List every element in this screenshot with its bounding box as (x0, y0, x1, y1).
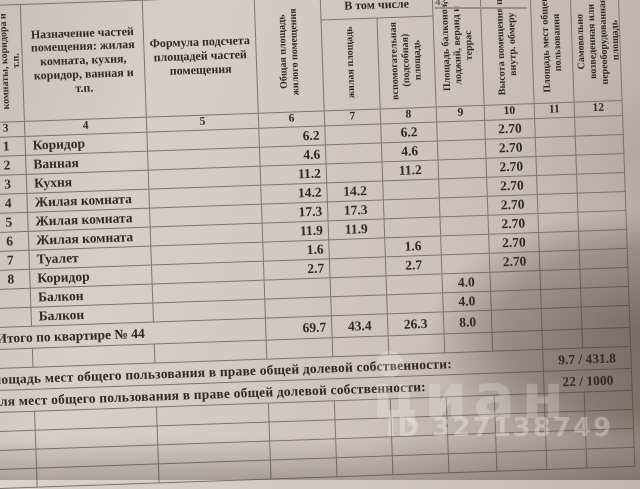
cell-balcony: 4.0 (442, 291, 492, 312)
cell-living: 17.3 (327, 199, 385, 221)
cell-number: 7 (0, 250, 30, 271)
cell-height: 2.70 (488, 232, 540, 254)
cell-number: 6 (0, 231, 29, 252)
cell-number: 2 (0, 155, 27, 176)
cropped-page-number: 43 (435, 0, 527, 9)
header-area-formula: Формула подсчета площадей частей помещен… (142, 0, 259, 118)
common-share-value: 22 / 1000 (543, 368, 633, 394)
cell-total: 1.6 (262, 239, 330, 262)
cell-total: 2.7 (263, 258, 331, 281)
cell-total: 4.6 (259, 144, 327, 167)
header-unauthorized-area: Самовольно возведенная или переоборудова… (569, 0, 623, 103)
cell-aux: 2.7 (385, 254, 442, 276)
cell-living (324, 123, 382, 145)
cell-total: 17.3 (261, 201, 329, 224)
cell-height: 2.70 (484, 118, 536, 140)
cell-total: 14.2 (260, 182, 328, 205)
cell-number: 3 (0, 174, 27, 195)
header-auxiliary-area: вспомогательная (подсобная) площадь (377, 16, 437, 109)
cell-height: 2.70 (489, 251, 540, 273)
header-room-purpose: Назначение частей помещения: жилая комна… (20, 0, 147, 122)
cell-unauth (574, 115, 624, 137)
cell-height: 2.70 (486, 175, 538, 197)
header-common-area: Площадь мест общего пользования (530, 0, 575, 104)
cell-height: 2.70 (487, 194, 538, 216)
cell-height: 2.70 (485, 156, 537, 178)
cell-total: 6.2 (258, 125, 326, 148)
cell-height: 2.70 (487, 213, 539, 235)
cell-number: 5 (0, 212, 29, 233)
total-balcony-value: 8.0 (443, 310, 493, 334)
cell-total: 11.2 (260, 163, 327, 186)
header-total-area: Общая площадь жилого помещения (254, 0, 325, 114)
total-living-value: 43.4 (331, 313, 389, 338)
cell-balcony: 4.0 (441, 272, 491, 293)
cell-living: 14.2 (326, 180, 384, 202)
cell-height: 2.70 (485, 137, 536, 159)
cell-aux: 4.6 (381, 140, 439, 162)
cell-common (534, 117, 576, 138)
header-room-height: Высота помещения по внутр. обмеру (480, 0, 535, 106)
cell-aux: 1.6 (384, 235, 442, 257)
header-living-area: жилая площадь (321, 18, 381, 111)
cell-number: 1 (0, 136, 26, 157)
cell-balcony (436, 120, 486, 141)
common-area-value: 9.7 / 431.8 (542, 346, 632, 372)
cell-aux: 6.2 (380, 122, 438, 143)
cell-number: 8 (0, 269, 31, 290)
header-balcony-area: Площадь балконов, лоджий, веранд и терра… (432, 0, 485, 108)
cell-living: 11.9 (328, 218, 385, 240)
cell-total: 11.9 (262, 220, 329, 243)
cell-aux: 11.2 (382, 159, 439, 181)
total-area-value: 69.7 (265, 315, 333, 341)
cell-number: 4 (0, 193, 28, 214)
total-aux-value: 26.3 (387, 311, 445, 336)
